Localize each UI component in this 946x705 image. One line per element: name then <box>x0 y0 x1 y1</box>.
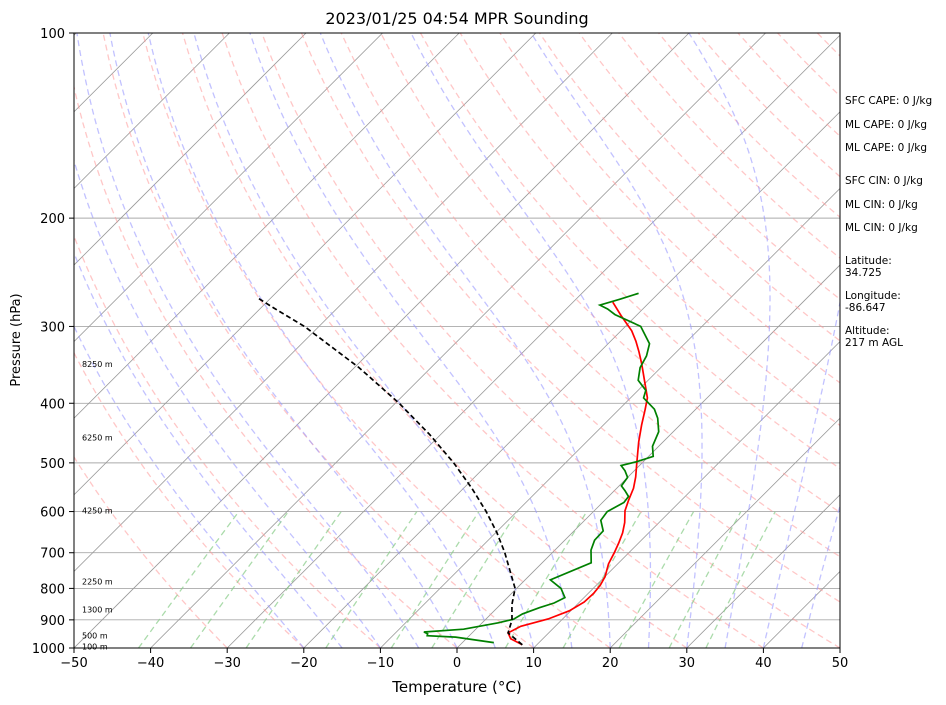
moist-adiabat <box>762 299 840 648</box>
sounding-profiles <box>257 292 660 646</box>
x-tick-label: 40 <box>755 656 772 671</box>
y-tick-label: 900 <box>40 614 65 629</box>
dry-adiabat <box>142 33 611 648</box>
height-label: 6250 m <box>82 434 113 443</box>
height-label: 8250 m <box>82 360 113 369</box>
ml-cape-text: ML CAPE: 0 J/kg <box>845 119 928 131</box>
moist-adiabat <box>249 33 573 648</box>
dewpoint-line <box>423 292 660 644</box>
y-tick-label: 600 <box>40 506 65 521</box>
y-axis: 100 200 300 400 500 600 700 800 900 1000 <box>32 27 74 657</box>
mixing-ratio-line <box>618 511 695 648</box>
height-label: 100 m <box>82 643 108 652</box>
x-tick-label: −30 <box>213 656 240 671</box>
ml-cin-text-2: ML CIN: 0 J/kg <box>845 222 918 234</box>
x-tick-label: 0 <box>453 656 461 671</box>
x-axis: −50 −40 −30 −20 −10 0 10 20 30 40 50 <box>60 648 848 671</box>
mixing-ratio-line <box>668 511 742 648</box>
moist-adiabat <box>688 33 771 648</box>
isotherm-line <box>74 33 383 343</box>
dry-adiabat <box>578 33 840 301</box>
height-label: 4250 m <box>82 507 113 516</box>
moist-adiabat <box>74 251 343 648</box>
x-tick-label: 30 <box>679 656 696 671</box>
isotherm-line <box>226 34 840 648</box>
x-tick-label: −50 <box>60 656 87 671</box>
ml-cin-text: ML CIN: 0 J/kg <box>845 199 918 211</box>
y-tick-label: 300 <box>40 320 65 335</box>
isotherm-line <box>74 33 537 496</box>
chart-title: 2023/01/25 04:54 MPR Sounding <box>325 9 588 28</box>
y-tick-label: 800 <box>40 582 65 597</box>
dry-adiabat <box>221 33 764 648</box>
x-axis-label: Temperature (°C) <box>391 678 521 696</box>
mixing-ratio-line <box>325 511 418 648</box>
moist-adiabat <box>147 33 496 648</box>
isotherm-line <box>303 111 840 648</box>
plot-frame <box>73 32 841 649</box>
x-tick-label: −40 <box>137 656 164 671</box>
latitude-text: Latitude: 34.725 <box>845 255 892 279</box>
sfc-cin-text: SFC CIN: 0 J/kg <box>845 175 923 187</box>
dry-adiabat <box>102 33 534 648</box>
moist-adiabat <box>530 33 703 648</box>
moist-adiabat <box>801 503 840 648</box>
y-tick-label: 200 <box>40 212 65 227</box>
isotherm-line <box>609 417 840 648</box>
height-label: 2250 m <box>82 578 113 587</box>
y-tick-label: 700 <box>40 547 65 562</box>
background-lines <box>74 33 840 648</box>
height-label: 1300 m <box>82 605 113 614</box>
isotherm-line <box>533 341 840 648</box>
moist-adiabat <box>319 33 611 648</box>
x-tick-label: −10 <box>367 656 394 671</box>
isotherm-line <box>74 33 460 419</box>
sfc-cape-text: SFC CAPE: 0 J/kg <box>845 95 933 107</box>
isotherm-line <box>74 33 613 572</box>
dry-adiabat <box>74 84 458 648</box>
y-tick-label: 100 <box>40 27 65 42</box>
x-tick-label: −20 <box>290 656 317 671</box>
dry-adiabat <box>74 351 305 648</box>
moist-adiabat <box>74 158 381 648</box>
height-label: 500 m <box>82 632 108 641</box>
isotherm-line <box>150 33 766 648</box>
moist-adiabat <box>410 33 652 648</box>
y-tick-label: 400 <box>40 397 65 412</box>
isotherm-line <box>456 264 840 648</box>
longitude-text: Longitude: -86.647 <box>845 290 901 314</box>
x-tick-label: 50 <box>832 656 849 671</box>
mixing-ratio-line <box>189 511 289 648</box>
x-tick-label: 20 <box>602 656 619 671</box>
isotherm-line <box>74 33 230 189</box>
mixing-ratio-line <box>245 511 342 648</box>
x-tick-label: 10 <box>525 656 542 671</box>
moist-adiabat <box>193 33 535 648</box>
mixing-ratio-line <box>705 511 776 648</box>
dry-adiabat <box>261 33 840 648</box>
mixing-ratio-line <box>137 511 240 648</box>
mixing-ratio-line <box>562 511 642 648</box>
isotherm-line <box>74 33 307 266</box>
y-tick-label: 500 <box>40 457 65 472</box>
height-labels: 8250 m 6250 m 4250 m 2250 m 1300 m 500 m 100 m <box>82 360 113 652</box>
dry-adiabat <box>181 33 688 648</box>
ml-cape-text-2: ML CAPE: 0 J/kg <box>845 142 928 154</box>
moist-adiabat <box>76 33 420 648</box>
y-axis-label: Pressure (hPa) <box>9 293 24 386</box>
dry-adiabat <box>74 234 381 648</box>
y-tick-label: 1000 <box>32 642 65 657</box>
isotherm-line <box>74 33 690 648</box>
parcel-profile-line <box>257 297 523 646</box>
moist-adiabat <box>109 33 458 648</box>
altitude-text: Altitude: 217 m AGL <box>845 325 903 349</box>
isotherm-line <box>380 187 840 648</box>
mixing-ratio-line <box>390 511 480 648</box>
dry-adiabat <box>74 455 228 648</box>
mixing-ratio-line <box>431 511 518 648</box>
isotherm-line <box>686 494 840 648</box>
